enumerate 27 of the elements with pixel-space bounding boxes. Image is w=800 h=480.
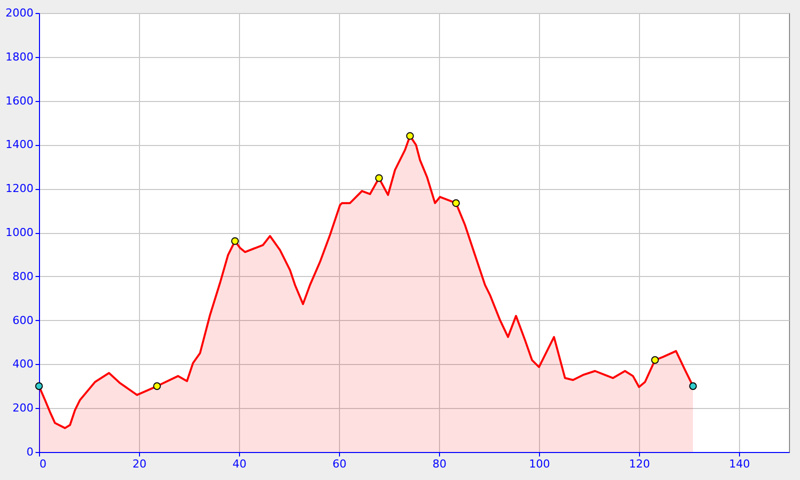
x-tick-label: 40 [232,458,246,470]
x-tick-label: 140 [729,458,750,470]
y-tick-label: 1600 [6,94,34,108]
y-tick-label: 400 [12,358,34,371]
y-tick-label: 1000 [6,226,34,239]
x-tick-label: 120 [629,458,650,470]
point [651,356,659,364]
y-tick-label: 600 [12,314,34,327]
point [689,382,697,390]
x-tick-label: 20 [132,458,146,470]
point [153,382,161,390]
x-tick-label: 100 [529,458,550,470]
point [231,237,239,245]
y-tick-label: 1800 [6,50,34,64]
point [452,199,460,207]
point [375,174,383,182]
point [406,132,414,140]
y-tick-label: 2000 [6,6,34,20]
x-tick-label: 0 [40,458,46,470]
point [35,382,43,390]
y-tick-label: 0 [26,446,34,458]
y-tick-label: 800 [12,270,34,283]
y-tick-label: 200 [12,402,34,415]
y-tick-label: 1400 [6,138,34,152]
x-tick-label: 60 [332,458,346,470]
x-tick-label: 80 [432,458,446,470]
y-tick-label: 1200 [6,182,34,196]
